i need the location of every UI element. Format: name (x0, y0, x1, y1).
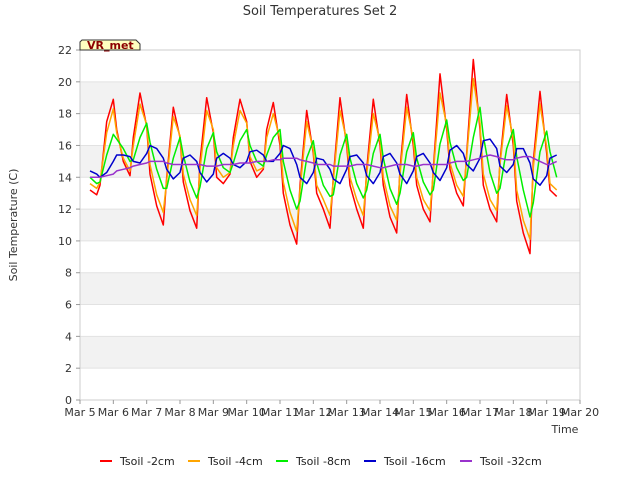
legend-entry: Tsoil -16cm (383, 455, 446, 468)
badge-label: VR_met (87, 39, 134, 52)
x-tick-label: Mar 13 (328, 406, 366, 419)
x-axis-label: Time (551, 423, 579, 436)
grid-band (80, 336, 580, 369)
x-tick-label: Mar 8 (164, 406, 195, 419)
legend-entry: Tsoil -32cm (479, 455, 542, 468)
legend-entry: Tsoil -2cm (119, 455, 175, 468)
plot-border (79, 49, 581, 401)
x-tick-label: Mar 9 (198, 406, 229, 419)
y-tick-label: 12 (58, 203, 72, 216)
legend-entry: Tsoil -4cm (207, 455, 263, 468)
badge-shape (79, 39, 141, 51)
series-line-tsoil-8cm (89, 106, 558, 218)
chart-title: Soil Temperatures Set 2 (243, 4, 398, 19)
y-tick-label: 22 (58, 44, 72, 57)
y-tick-label: 18 (58, 108, 72, 121)
y-tick-label: 14 (58, 171, 72, 184)
x-tick-label: Mar 20 (561, 406, 599, 419)
series-line-tsoil-4cm (89, 77, 558, 241)
y-tick-label: 16 (58, 139, 72, 152)
x-tick-label: Mar 10 (228, 406, 266, 419)
y-tick-label: 20 (58, 76, 72, 89)
y-tick-label: 8 (65, 267, 72, 280)
x-tick-label: Mar 16 (428, 406, 466, 419)
grid-band (80, 81, 580, 114)
x-tick-label: Mar 5 (64, 406, 95, 419)
x-tick-label: Mar 12 (294, 406, 332, 419)
series-line-tsoil-32cm (90, 154, 558, 179)
x-tick-label: Mar 6 (98, 406, 129, 419)
vr-met-badge: VR_met (79, 39, 141, 52)
x-tick-label: Mar 15 (394, 406, 432, 419)
x-tick-label: Mar 18 (494, 406, 532, 419)
x-tick-label: Mar 11 (261, 406, 299, 419)
x-tick-label: Mar 14 (361, 406, 399, 419)
legend-entry: Tsoil -8cm (295, 455, 351, 468)
x-tick-label: Mar 19 (528, 406, 566, 419)
y-tick-label: 4 (65, 330, 72, 343)
y-axis-label: Soil Temperature (C) (7, 169, 20, 282)
y-tick-label: 0 (65, 394, 72, 407)
legend: Tsoil -2cm Tsoil -4cm Tsoil -8cm Tsoil -16c… (100, 455, 542, 468)
y-tick-label: 6 (65, 299, 72, 312)
y-tick-label: 2 (65, 362, 72, 375)
grid-band (80, 272, 580, 305)
series-lines (89, 58, 558, 255)
x-tick-label: Mar 7 (131, 406, 162, 419)
x-tick-label: Mar 17 (461, 406, 499, 419)
y-axis-ticks: 0 2 4 6 8 10 12 14 16 18 20 22 (58, 44, 80, 407)
y-tick-label: 10 (58, 235, 72, 248)
